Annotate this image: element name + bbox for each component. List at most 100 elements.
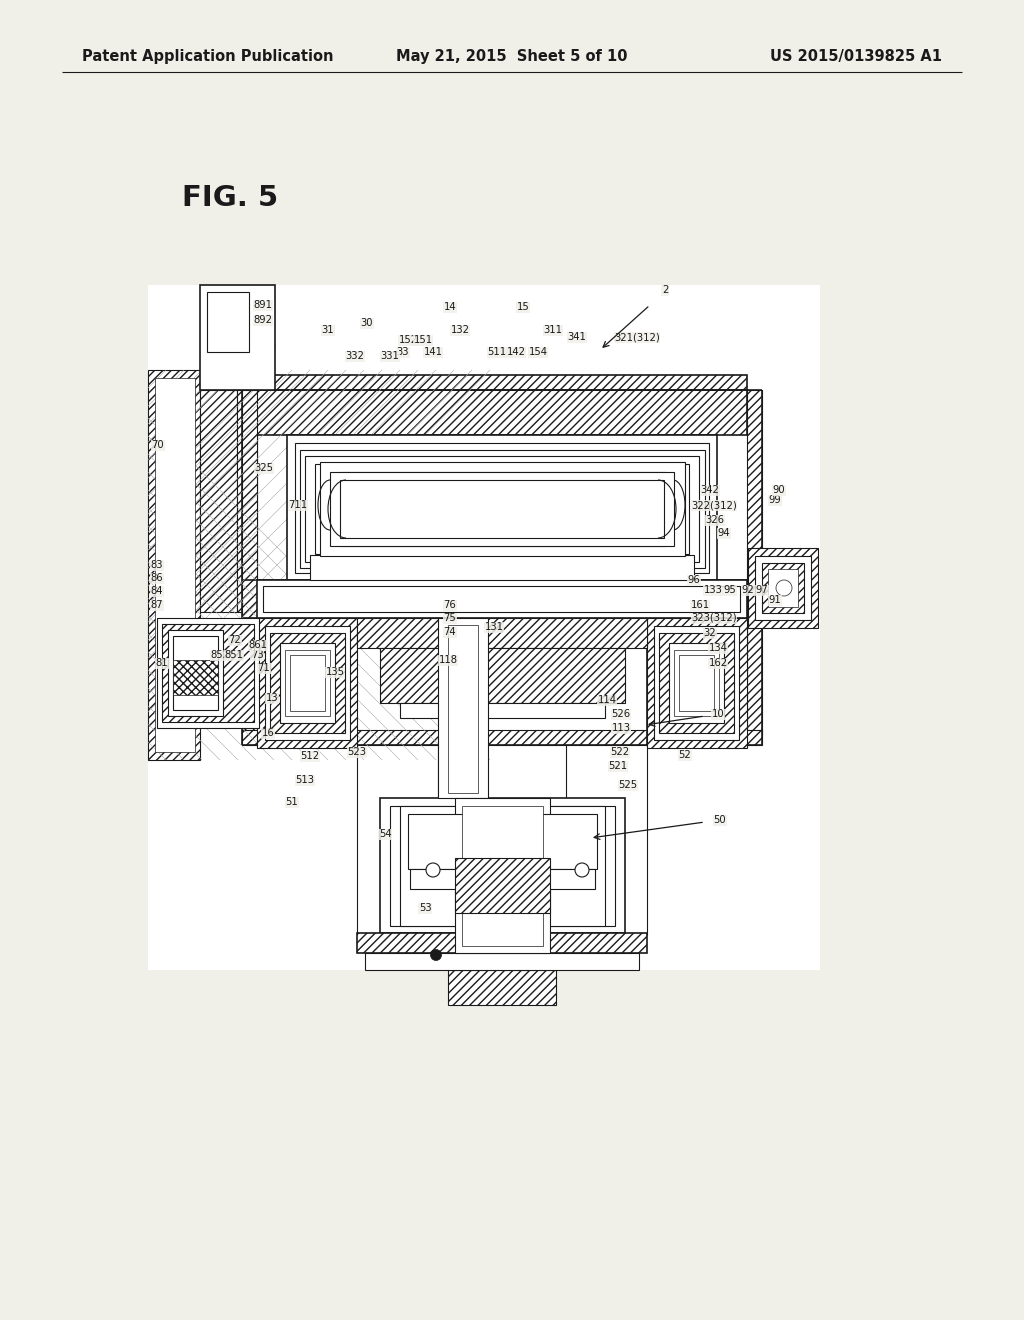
Text: 852: 852 [211,649,229,660]
Bar [280,643,335,723]
Text: 51: 51 [286,797,298,807]
Bar [768,569,798,607]
Bar [449,970,556,1005]
Text: 162: 162 [709,657,728,668]
Bar [674,649,719,715]
Text: 322(312): 322(312) [691,500,737,510]
Bar [257,618,357,748]
Bar [257,579,746,618]
Bar [155,378,195,752]
Text: 84: 84 [151,586,163,597]
Bar [357,618,647,648]
Bar [330,473,674,546]
Text: 861: 861 [249,640,267,649]
Bar [408,814,472,869]
Bar [295,444,709,573]
Text: 325: 325 [255,463,273,473]
Bar [535,869,595,888]
Bar [380,648,625,704]
Bar [162,624,254,722]
Bar [305,455,699,562]
Bar [265,626,350,741]
Text: 81: 81 [156,657,168,668]
Text: 525: 525 [618,780,638,789]
Text: 141: 141 [424,347,442,356]
Text: 131: 131 [484,622,504,632]
Text: 33: 33 [396,347,410,356]
Bar [534,814,597,869]
Bar [755,556,811,620]
Bar [365,953,639,970]
Bar [287,436,717,579]
Text: FIG. 5: FIG. 5 [182,183,279,213]
Text: 133: 133 [703,585,723,595]
Text: 73: 73 [251,649,263,660]
Text: 326: 326 [706,515,725,525]
Bar [168,630,223,715]
Text: 71: 71 [258,663,270,673]
Bar [173,636,218,710]
Text: 711: 711 [289,500,307,510]
Bar [400,704,605,718]
Text: 135: 135 [326,667,344,677]
Text: 74: 74 [443,627,457,638]
Text: 513: 513 [296,775,314,785]
Text: Patent Application Publication: Patent Application Publication [82,49,334,65]
Text: 53: 53 [419,903,431,913]
Bar [157,618,259,729]
Text: 94: 94 [718,528,730,539]
Bar [659,634,734,733]
Bar [340,480,664,539]
Text: 70: 70 [152,440,164,450]
Text: 511: 511 [487,347,507,356]
Text: 32: 32 [703,628,717,638]
Bar [242,389,257,735]
Text: 13: 13 [265,693,279,704]
Bar [285,649,330,715]
Bar [300,450,705,568]
Bar [336,470,669,548]
Bar [257,389,746,436]
Text: 31: 31 [322,325,334,335]
Bar [455,858,550,913]
Bar [237,389,257,612]
Text: 72: 72 [228,635,242,645]
Bar [340,473,665,546]
Bar [654,626,739,741]
Bar [257,375,746,389]
Text: 321(312): 321(312) [614,333,659,342]
Text: 891: 891 [254,300,272,310]
Bar [449,624,478,793]
Bar [390,807,615,927]
Bar [290,655,325,711]
Bar [462,807,543,946]
Bar [200,285,275,389]
Text: 14: 14 [443,302,457,312]
Text: 332: 332 [345,351,365,360]
Text: 522: 522 [610,747,630,756]
Text: 16: 16 [261,729,274,738]
Text: 15: 15 [517,302,529,312]
Text: 323(312): 323(312) [691,612,737,623]
Bar [207,292,249,352]
Text: 331: 331 [381,351,399,360]
Text: 87: 87 [151,601,163,610]
Bar [525,807,605,927]
Text: 113: 113 [611,723,631,733]
Text: 75: 75 [443,612,457,623]
Bar [410,869,470,888]
Bar [357,933,647,953]
Bar [310,554,694,579]
Bar [242,730,762,744]
Text: 52: 52 [679,750,691,760]
Text: 161: 161 [690,601,710,610]
Bar [746,389,762,735]
Bar [319,462,685,556]
Bar [669,643,724,723]
Bar [148,285,820,970]
Bar [400,807,480,927]
Text: 50: 50 [714,814,726,825]
Text: 851: 851 [224,649,244,660]
Circle shape [575,863,589,876]
Text: 521: 521 [608,762,628,771]
